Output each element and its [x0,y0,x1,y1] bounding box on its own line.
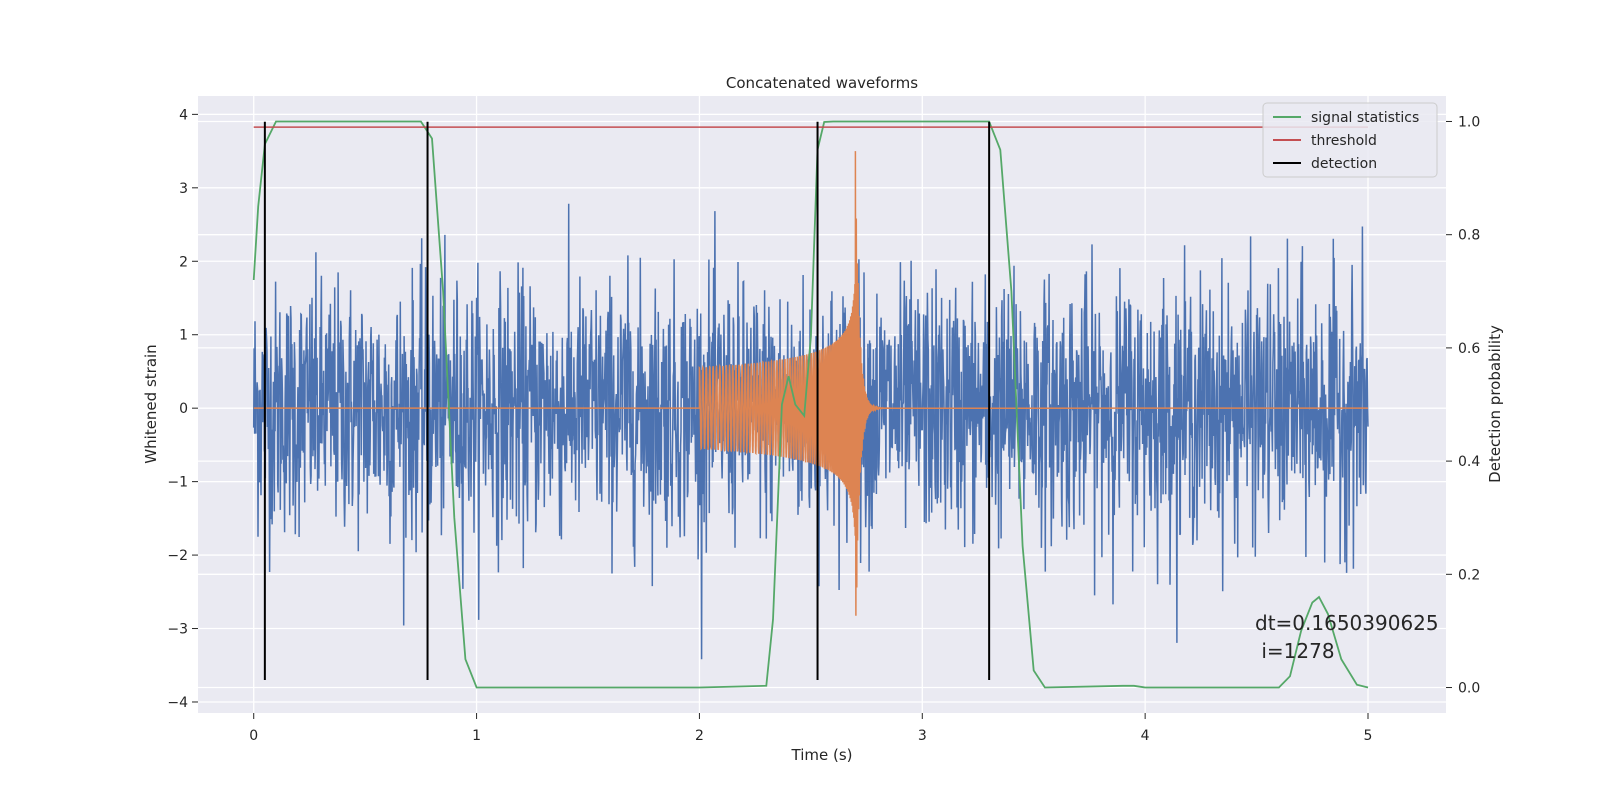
legend-label-2: detection [1311,156,1377,172]
x-axis-label: Time (s) [791,746,853,764]
annotation-i: i=1278 [1255,639,1335,663]
y2-axis-label: Detection probability [1486,325,1504,483]
y2-tick-label-4: 0.8 [1458,228,1480,244]
x-tick-label-2: 2 [695,728,704,744]
legend: signal statistics threshold detection [1262,102,1438,178]
y2-tick-label-2: 0.4 [1458,454,1480,470]
y2-tick-label-0: 0.0 [1458,681,1480,697]
chart-title: Concatenated waveforms [726,74,918,92]
y-tick-label-4: 0 [179,401,188,417]
y-tick-label-7: 3 [179,181,188,197]
y2-tick-label-3: 0.6 [1458,341,1480,357]
y2-tick-label-1: 0.2 [1458,567,1480,583]
y-axis-label: Whitened strain [142,344,160,463]
x-tick-label-3: 3 [918,728,927,744]
annotation-dt: dt=0.1650390625 [1255,611,1439,635]
legend-label-1: threshold [1311,133,1377,149]
x-tick-label-5: 5 [1364,728,1373,744]
y-tick-label-0: −4 [167,695,188,711]
y2-tick-label-5: 1.0 [1458,114,1480,130]
y-tick-label-6: 2 [179,254,188,270]
x-tick-label-1: 1 [472,728,481,744]
x-axis: 0 1 2 3 4 5 [249,713,1372,744]
x-tick-label-4: 4 [1141,728,1150,744]
y-axis: −4 −3 −2 −1 0 1 2 3 4 [167,107,198,711]
series-detection [263,121,991,680]
plot-area [252,120,1369,689]
x-tick-label-0: 0 [249,728,258,744]
y-tick-label-5: 1 [179,328,188,344]
y-tick-label-8: 4 [179,107,188,123]
y-tick-label-1: −3 [167,622,188,638]
legend-label-0: signal statistics [1311,110,1419,126]
y2-axis: 0.0 0.2 0.4 0.6 0.8 1.0 [1446,114,1480,697]
series-signal-statistics [252,120,1369,689]
y-tick-label-2: −2 [167,548,188,564]
y-tick-label-3: −1 [167,475,188,491]
legend-box [1262,102,1438,178]
